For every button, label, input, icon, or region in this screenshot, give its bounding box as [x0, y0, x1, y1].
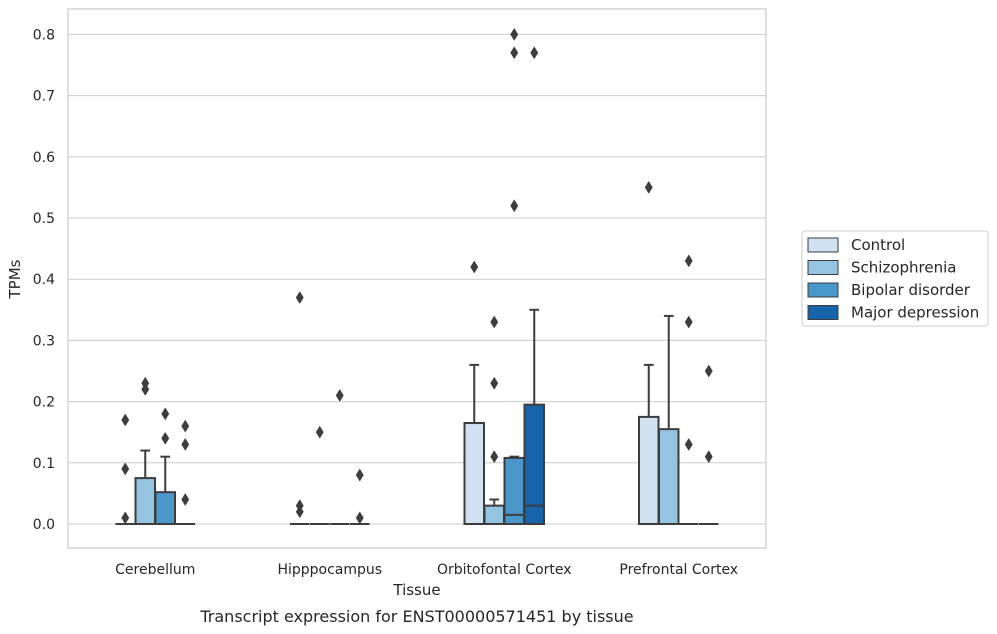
y-tick-label: 0.4 [33, 272, 55, 288]
grid-lines [68, 33, 766, 525]
outlier-point [510, 46, 519, 60]
outlier-point [490, 376, 499, 390]
outlier-point [295, 291, 304, 305]
y-tick-label: 0.1 [33, 456, 55, 472]
box [638, 415, 660, 525]
outlier-point [295, 499, 304, 513]
legend-swatch [807, 260, 839, 275]
outlier-point [510, 27, 519, 41]
box-group [503, 27, 525, 525]
box-group [483, 315, 505, 526]
box-group [134, 376, 156, 526]
box-group [463, 260, 485, 525]
x-axis-label: Tissue [392, 581, 440, 599]
y-tick-label: 0.2 [33, 395, 55, 411]
outlier-point [141, 376, 150, 390]
x-tick-label: Cerebellum [115, 562, 195, 578]
legend-frame [801, 230, 989, 327]
legend: Control Schizophrenia Bipolar disorder Majo… [801, 230, 989, 327]
outlier-point [530, 46, 539, 60]
box-group [175, 419, 195, 525]
box-group [699, 364, 719, 525]
outlier-point [355, 511, 364, 525]
x-axis-ticks: Cerebellum Hipppocampus Orbitofontal Corte… [115, 562, 738, 578]
legend-items: Control Schizophrenia Bipolar disorder Majo… [807, 236, 979, 322]
outlier-point [181, 493, 190, 506]
box-groups [115, 27, 719, 526]
box-group [679, 254, 699, 525]
legend-label: Schizophrenia [851, 259, 956, 277]
box-group [154, 407, 176, 525]
outlier-point [684, 254, 693, 268]
outlier-point [161, 431, 170, 445]
outlier-point [684, 315, 693, 329]
outlier-point [121, 511, 130, 525]
box [523, 403, 545, 525]
outlier-point [704, 364, 713, 378]
legend-swatch [807, 237, 839, 253]
outlier-point [315, 425, 324, 439]
outlier-point [704, 450, 713, 464]
box [658, 428, 680, 526]
box [154, 491, 176, 525]
outlier-point [121, 413, 130, 427]
outlier-point [181, 419, 190, 433]
outlier-point [644, 180, 653, 194]
y-tick-label: 0.5 [33, 211, 55, 227]
box-group [290, 291, 310, 525]
outlier-point [181, 437, 190, 451]
y-axis-ticks: 0.0 0.1 0.2 0.3 0.4 0.5 0.6 0.7 0.8 [33, 27, 55, 533]
y-tick-label: 0.7 [33, 89, 55, 105]
x-tick-label: Hipppocampus [277, 562, 382, 578]
outlier-point [335, 389, 344, 402]
box-group [350, 468, 370, 525]
y-tick-label: 0.3 [33, 333, 55, 349]
outlier-point [470, 260, 479, 274]
legend-swatch [807, 282, 839, 298]
box-group [638, 180, 660, 525]
y-axis-label: TPMs [6, 259, 24, 299]
box [463, 422, 485, 525]
outlier-point [490, 315, 499, 329]
box [483, 504, 505, 526]
box [134, 477, 156, 526]
outlier-point [161, 407, 170, 421]
outlier-point [490, 450, 499, 464]
outlier-point [121, 462, 130, 476]
y-tick-label: 0.8 [33, 27, 55, 43]
box-group [310, 425, 330, 525]
y-tick-label: 0.6 [33, 150, 55, 166]
box-group [115, 413, 135, 525]
y-tick-label: 0.0 [33, 517, 55, 533]
x-tick-label: Orbitofontal Cortex [437, 562, 572, 578]
x-tick-label: Prefrontal Cortex [619, 562, 738, 578]
chart-caption: Transcript expression for ENST0000057145… [199, 607, 633, 626]
outlier-point [355, 468, 364, 482]
legend-label: Control [851, 236, 905, 254]
box-group [658, 314, 680, 526]
outlier-point [684, 437, 693, 451]
legend-swatch [807, 305, 839, 320]
plot-frame [67, 8, 767, 549]
legend-label: Major depression [851, 304, 979, 322]
outlier-point [510, 199, 519, 213]
legend-label: Bipolar disorder [851, 281, 971, 299]
box-group [330, 389, 350, 525]
box-group [523, 46, 545, 525]
